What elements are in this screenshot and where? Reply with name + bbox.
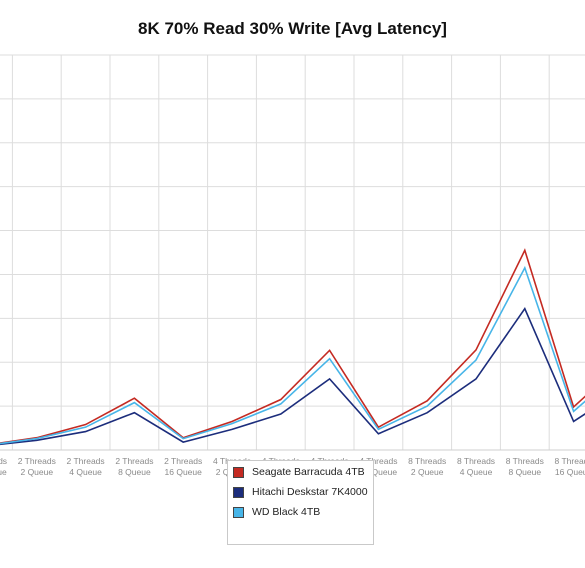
x-tick-label: 2 Threads 8 Queue [115,456,153,477]
legend-label: WD Black 4TB [252,506,321,518]
series-line-3 [0,265,585,445]
legend-swatch [233,467,244,478]
chart-legend: Seagate Barracuda 4TB Hitachi Deskstar 7K… [227,460,374,545]
legend-label: Seagate Barracuda 4TB [252,466,365,478]
legend-swatch [233,507,244,518]
legend-label: Hitachi Deskstar 7K4000 [252,486,368,498]
chart-title: 8K 70% Read 30% Write [Avg Latency] [138,19,447,38]
x-tick-label: 2 Threads 2 Queue [18,456,56,477]
legend-swatch [233,487,244,498]
x-tick-label: 2 Threads 16 Queue [164,456,202,477]
x-tick-label: 8 Threads 4 Queue [457,456,495,477]
series-line-1 [0,248,585,444]
series-line-2 [0,307,585,446]
x-tick-label: 4 Threads 16 Queue [359,456,397,477]
x-tick-label: 8 Threads 8 Queue [506,456,544,477]
x-tick-label: 8 Threads 2 Queue [408,456,446,477]
x-tick-label: 2 Threads 4 Queue [67,456,105,477]
